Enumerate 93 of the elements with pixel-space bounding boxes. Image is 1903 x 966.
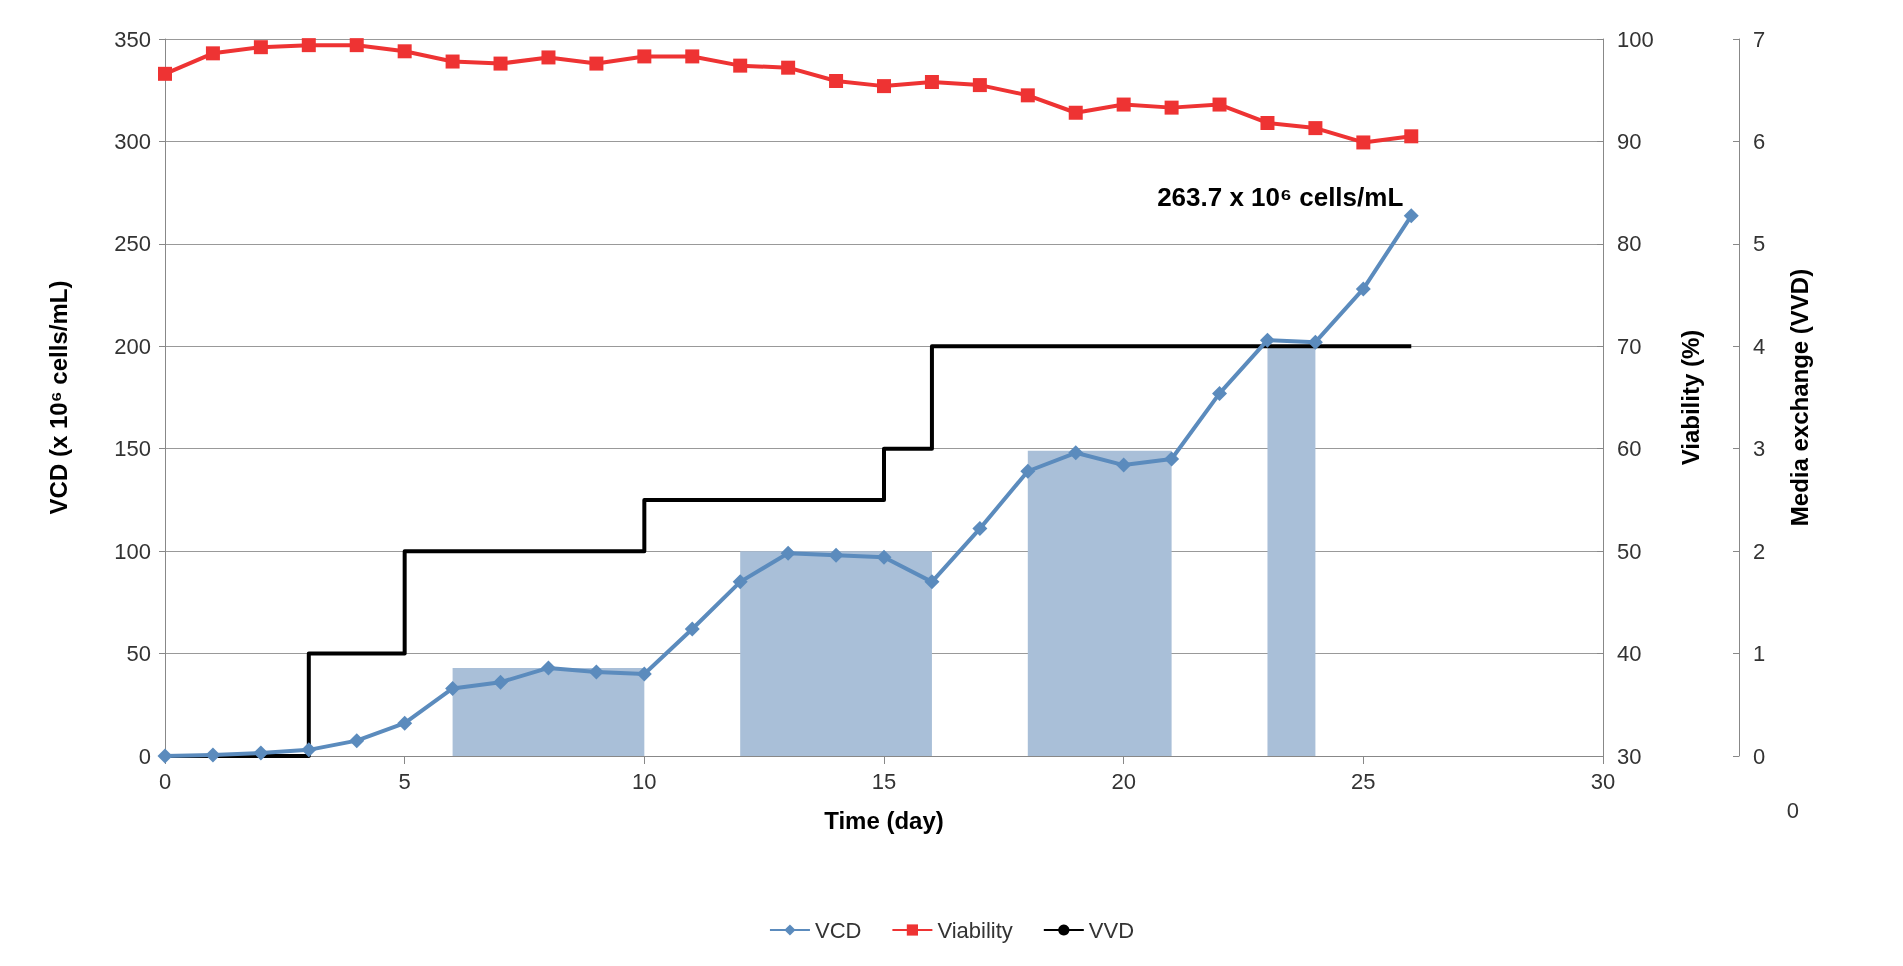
- point: [972, 521, 988, 537]
- point: [924, 574, 940, 590]
- point: [780, 545, 796, 561]
- y2-tick-label: 40: [1617, 641, 1642, 667]
- x-tick-label: 15: [871, 768, 897, 794]
- point: [301, 38, 316, 53]
- text: 0: [1786, 797, 1800, 823]
- x-tick-label: 0: [158, 768, 172, 794]
- point: [1020, 88, 1035, 103]
- point: [158, 66, 172, 81]
- y-tick-label: 0: [138, 743, 151, 769]
- point: [540, 660, 556, 676]
- point: [253, 40, 268, 55]
- point: [301, 742, 317, 758]
- point: [1212, 385, 1228, 401]
- point: [1356, 135, 1371, 150]
- point: [253, 745, 269, 761]
- y3-tick-label: 0: [1753, 743, 1766, 769]
- y3-tick-label: 1: [1753, 641, 1766, 667]
- point: [205, 747, 221, 763]
- y3-tick-label: 6: [1753, 128, 1766, 154]
- point: [1308, 121, 1323, 136]
- point: [493, 56, 508, 71]
- x-tick-label: 20: [1111, 768, 1136, 794]
- point: [205, 46, 220, 61]
- point: [829, 74, 844, 88]
- point: [1404, 129, 1419, 144]
- x-tick-label: 10: [632, 768, 657, 794]
- y2-tick-label: 50: [1617, 538, 1642, 564]
- point: [588, 664, 604, 680]
- y2-tick-label: 90: [1617, 128, 1642, 154]
- point: [349, 733, 365, 749]
- point: [733, 58, 748, 73]
- point: [349, 38, 364, 53]
- point: [1307, 334, 1323, 350]
- y3-tick-label: 7: [1753, 26, 1766, 52]
- point: [1212, 97, 1227, 112]
- y2-axis-title: Viability (%): [1676, 329, 1704, 466]
- legend-label: Viability: [937, 917, 1013, 943]
- point: [1068, 105, 1083, 120]
- point: [972, 78, 987, 93]
- y2-tick-label: 70: [1617, 333, 1642, 359]
- point: [493, 674, 509, 690]
- point: [589, 56, 604, 71]
- point: [876, 549, 892, 565]
- point: [1164, 451, 1180, 467]
- y-tick-label: 250: [114, 231, 151, 257]
- point: [1116, 97, 1131, 112]
- y3-tick-label: 3: [1753, 436, 1766, 462]
- point: [1260, 115, 1275, 130]
- point: [1020, 463, 1036, 479]
- y-tick-label: 350: [114, 26, 151, 52]
- point: [877, 79, 891, 94]
- x-tick-label: 5: [398, 768, 411, 794]
- point: [397, 44, 412, 59]
- y-tick-label: 300: [114, 128, 151, 154]
- y-tick-label: 200: [114, 333, 151, 359]
- annotation: 263.7 x 10⁶ cells/mL: [1157, 181, 1404, 212]
- point: [445, 54, 460, 69]
- point: [445, 680, 461, 696]
- y3-tick-label: 5: [1753, 231, 1766, 257]
- y2-tick-label: 80: [1617, 231, 1642, 257]
- point: [636, 666, 652, 682]
- point: [637, 49, 652, 64]
- point: [1355, 281, 1371, 297]
- point: [397, 715, 413, 731]
- y-tick-label: 50: [126, 641, 151, 667]
- point: [1259, 332, 1275, 348]
- y-tick-label: 150: [114, 436, 151, 462]
- y-tick-label: 100: [114, 538, 151, 564]
- x-tick-label: 25: [1351, 768, 1376, 794]
- point: [781, 60, 796, 75]
- point: [541, 50, 556, 65]
- x-tick-label: 30: [1590, 768, 1616, 794]
- y3-tick-label: 4: [1753, 333, 1766, 359]
- point: [685, 49, 700, 64]
- y2-tick-label: 60: [1617, 436, 1642, 462]
- point: [1068, 445, 1084, 461]
- y3-tick-label: 2: [1753, 538, 1766, 564]
- point: [924, 75, 939, 90]
- point: [828, 547, 844, 563]
- point: [1116, 457, 1132, 473]
- point: [684, 621, 700, 637]
- point: [1164, 100, 1179, 115]
- point: [1403, 208, 1419, 224]
- legend-label: VVD: [1088, 917, 1135, 943]
- y2-tick-label: 100: [1617, 26, 1654, 52]
- y3-axis-title: Media exchange (VVD): [1785, 268, 1813, 527]
- y2-tick-label: 30: [1617, 743, 1642, 769]
- y-axis-title: VCD (x 10⁶ cells/mL): [44, 280, 72, 515]
- legend-label: VCD: [814, 917, 862, 943]
- x-axis-title: Time (day): [824, 806, 944, 834]
- point: [732, 574, 748, 590]
